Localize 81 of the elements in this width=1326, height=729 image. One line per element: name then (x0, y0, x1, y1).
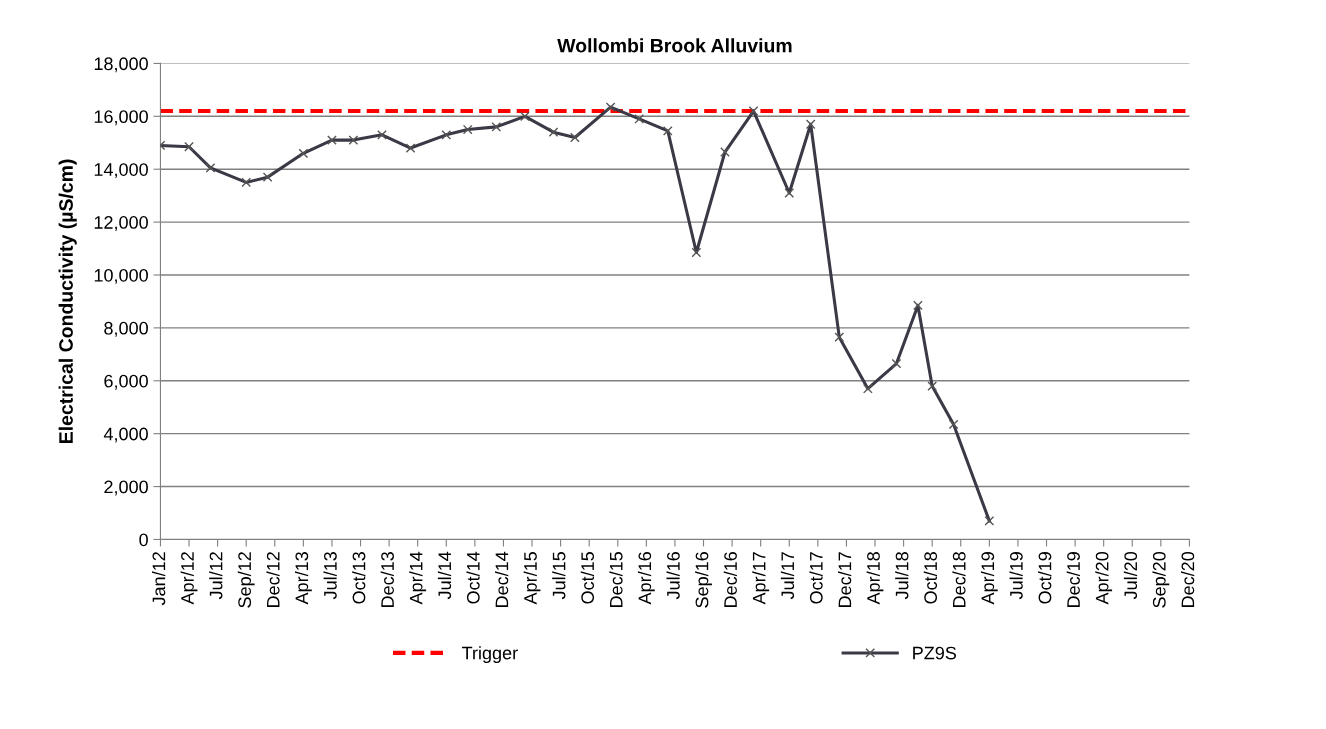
x-tick-label: Apr/17 (752, 552, 770, 605)
point (491, 122, 502, 132)
point (205, 163, 216, 173)
y-tick-label: 12,000 (94, 216, 148, 231)
point (184, 141, 194, 152)
x-tick-label: Sep/16 (695, 552, 712, 608)
x-tick-label: Apr/14 (409, 551, 427, 605)
x-tick-label: Sep/20 (1152, 551, 1170, 608)
point (913, 300, 923, 311)
x-tick-label: Dec/18 (952, 552, 966, 607)
x-tick-label: Apr/18 (866, 552, 884, 605)
point (691, 247, 702, 258)
x-tick-label: Dec/15 (609, 552, 623, 607)
y-tick-label: 8,000 (104, 321, 148, 337)
point (327, 135, 337, 145)
point (262, 172, 273, 183)
x-tick-label: Apr/16 (637, 552, 655, 605)
point (377, 129, 387, 140)
y-tick-label: 14,000 (94, 163, 148, 179)
x-tick-label: Jul/16 (666, 552, 680, 600)
point (241, 177, 252, 188)
x-tick-label: Dec/19 (1066, 552, 1080, 607)
point (441, 129, 452, 140)
x-tick-label: Apr/15 (523, 552, 541, 605)
y-tick-label: 18,000 (94, 57, 148, 73)
x-tick-label: Dec/16 (723, 552, 737, 607)
point (834, 332, 845, 343)
x-tick-label: Oct/18 (923, 552, 938, 604)
x-tick-label: Apr/20 (1095, 551, 1113, 605)
x-tick-label: Dec/20 (1181, 551, 1195, 607)
x-tick-label: Oct/17 (809, 552, 823, 604)
y-tick-label: 4,000 (103, 427, 148, 443)
x-tick-label: Oct/13 (352, 552, 366, 604)
x-tick-label: Oct/14 (466, 551, 480, 604)
x-tick-label: Dec/12 (266, 552, 280, 607)
x-tick-label: Dec/14 (495, 551, 509, 607)
point (548, 127, 559, 138)
point (634, 114, 645, 124)
x-tick-label: Jul/20 (1123, 551, 1138, 600)
point (662, 125, 673, 136)
point (891, 358, 902, 369)
legend-label: Trigger (462, 646, 518, 663)
x-tick-label: Jul/15 (552, 552, 566, 600)
point (748, 106, 759, 116)
y-tick-label: 2,000 (104, 480, 148, 496)
y-axis-title: Electrical Conductivity (µS/cm) (58, 159, 77, 443)
point (863, 383, 873, 394)
x-tick-label: Jul/12 (209, 552, 223, 600)
x-tick-label: Oct/19 (1038, 552, 1052, 604)
x-tick-label: Jul/13 (323, 552, 337, 600)
point (605, 102, 616, 112)
x-tick-label: Sep/12 (237, 552, 255, 608)
point (720, 147, 730, 157)
x-tick-label: Dec/17 (838, 552, 852, 607)
y-tick-label: 6,000 (104, 374, 148, 390)
x-tick-label: Apr/13 (294, 552, 312, 605)
x-tick-label: Jul/17 (780, 552, 795, 600)
point (298, 148, 309, 159)
x-tick-label: Jul/14 (437, 551, 452, 600)
chart-title: Wollombi Brook Alluvium (557, 38, 792, 53)
y-tick-label: 10,000 (94, 268, 148, 284)
point (948, 419, 959, 430)
legend-label: PZ9S (913, 646, 957, 660)
point (805, 119, 816, 130)
point (570, 132, 580, 143)
x-tick-label: Jul/19 (1009, 552, 1023, 600)
point (984, 516, 995, 526)
point (520, 111, 530, 122)
y-tick-label: 16,000 (94, 110, 148, 126)
x-tick-label: Oct/15 (580, 552, 595, 604)
y-tick-label: 0 (139, 533, 148, 547)
x-tick-label: Apr/12 (180, 552, 198, 605)
point (405, 143, 416, 153)
point (348, 135, 359, 145)
x-tick-label: Jan/12 (152, 552, 166, 606)
point (784, 188, 795, 198)
point (462, 124, 473, 135)
x-tick-label: Dec/13 (380, 552, 394, 607)
x-tick-label: Jul/18 (895, 552, 909, 600)
point (927, 381, 938, 391)
x-tick-label: Apr/19 (980, 552, 998, 605)
